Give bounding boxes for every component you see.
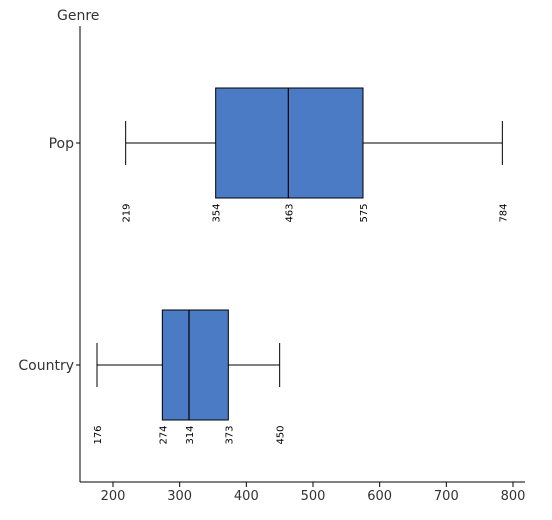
x-tick-label-400: 400 — [234, 489, 259, 504]
country-box — [161, 309, 229, 421]
y-tick-label-pop: Pop — [49, 136, 75, 152]
x-tick-label-700: 700 — [434, 489, 459, 504]
x-tick-label-500: 500 — [301, 489, 326, 504]
x-tick-label-800: 800 — [501, 489, 526, 504]
x-tick-label-300: 300 — [167, 489, 192, 504]
pop-label-q1: 354 — [212, 203, 223, 222]
pop-label-median: 463 — [284, 203, 295, 222]
country-label-median: 314 — [185, 425, 196, 444]
country-label-min: 176 — [93, 425, 104, 444]
country-label-q3: 373 — [224, 425, 235, 444]
x-tick-label-600: 600 — [367, 489, 392, 504]
chart-marks: 200 300 400 500 600 700 800 Pop 219 354 463 575 784 C… — [18, 87, 526, 504]
y-tick-label-country: Country — [18, 358, 74, 374]
x-tick-label-200: 200 — [101, 489, 126, 504]
pop-label-max: 784 — [498, 203, 509, 222]
y-axis-title: Genre — [57, 8, 99, 24]
country-label-max: 450 — [276, 425, 287, 444]
pop-label-min: 219 — [122, 203, 133, 222]
country-label-q1: 274 — [158, 425, 169, 444]
pop-box — [215, 87, 364, 199]
pop-label-q3: 575 — [359, 203, 370, 222]
